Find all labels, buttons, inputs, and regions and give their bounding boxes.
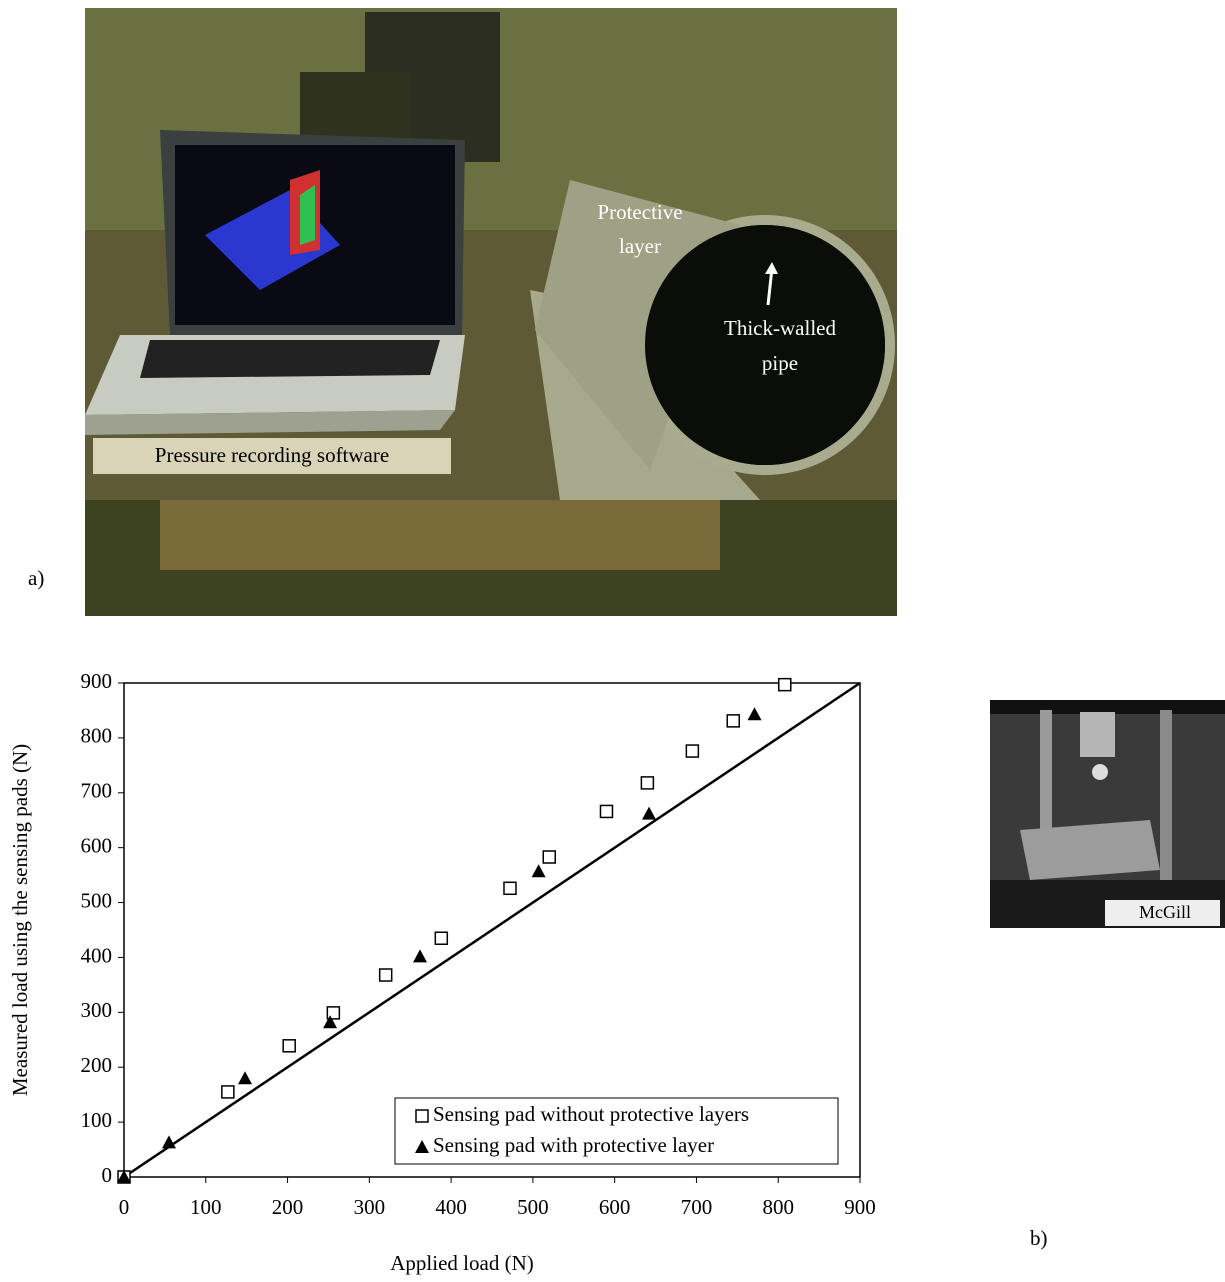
legend-box	[394, 1097, 839, 1165]
plot-area	[123, 682, 861, 1178]
marker-square	[378, 968, 393, 982]
marker-square	[599, 804, 614, 819]
marker-triangle	[117, 1170, 131, 1183]
marker-square	[434, 931, 449, 945]
x-tick-label: 500	[517, 1195, 549, 1219]
y-tick-label: 300	[81, 998, 113, 1022]
marker-square	[282, 1039, 296, 1053]
panel-label: b)	[1030, 1226, 1048, 1250]
marker-triangle	[413, 949, 428, 963]
marker-triangle	[642, 806, 657, 820]
y-tick-label: 500	[81, 888, 113, 912]
panel-label: a)	[28, 566, 44, 590]
reference-line	[123, 681, 861, 1179]
legend-label: Sensing pad with protective layer	[433, 1133, 714, 1157]
y-tick-label: 200	[81, 1053, 113, 1077]
x-tick-label: 300	[354, 1195, 386, 1219]
marker-square	[542, 850, 556, 864]
marker-square	[685, 744, 700, 758]
photo-a: Protective layer Thick-walled pipe Press…	[85, 8, 897, 616]
marker-square	[640, 776, 655, 790]
marker-triangle	[415, 1140, 429, 1153]
y-tick-label: 700	[81, 779, 113, 803]
x-tick-label: 600	[599, 1195, 631, 1219]
y-tick-label: 400	[81, 943, 113, 967]
marker-square	[221, 1085, 235, 1099]
x-tick-label: 800	[762, 1195, 794, 1219]
x-axis-label: Applied load (N)	[390, 1251, 533, 1275]
marker-square	[778, 677, 792, 692]
marker-square	[726, 714, 740, 728]
legend-label: Sensing pad without protective layers	[433, 1102, 749, 1126]
marker-square	[415, 1109, 429, 1123]
y-tick-label: 900	[81, 669, 113, 693]
marker-triangle	[747, 707, 762, 721]
x-tick-label: 0	[119, 1195, 130, 1219]
chart: 0 100 200 300 400 500 600 700 800 900 0 100 200 300 40…	[8, 669, 876, 1275]
marker-square	[503, 881, 517, 896]
annotation: Thick-walled	[724, 316, 836, 340]
marker-triangle	[323, 1015, 338, 1029]
logo: McGill	[1139, 902, 1191, 922]
annotation: layer	[619, 234, 661, 258]
y-tick-label: 800	[81, 724, 113, 748]
x-tick-label: 900	[844, 1195, 876, 1219]
photo-b: McGill	[990, 700, 1225, 928]
y-tick-label: 600	[81, 833, 113, 857]
y-axis-label: Measured load using the sensing pads (N)	[8, 744, 32, 1096]
marker-triangle	[531, 864, 546, 878]
marker-triangle	[238, 1071, 253, 1085]
annotation: Pressure recording software	[155, 443, 389, 467]
y-tick-label: 100	[81, 1108, 113, 1132]
x-tick-label: 200	[272, 1195, 304, 1219]
marker-triangle	[161, 1135, 176, 1149]
annotation: Protective	[597, 200, 682, 224]
x-tick-label: 700	[681, 1195, 713, 1219]
y-tick-label: 0	[102, 1163, 113, 1187]
annotation: pipe	[762, 351, 798, 375]
x-tick-label: 100	[190, 1195, 222, 1219]
x-tick-label: 400	[435, 1195, 467, 1219]
